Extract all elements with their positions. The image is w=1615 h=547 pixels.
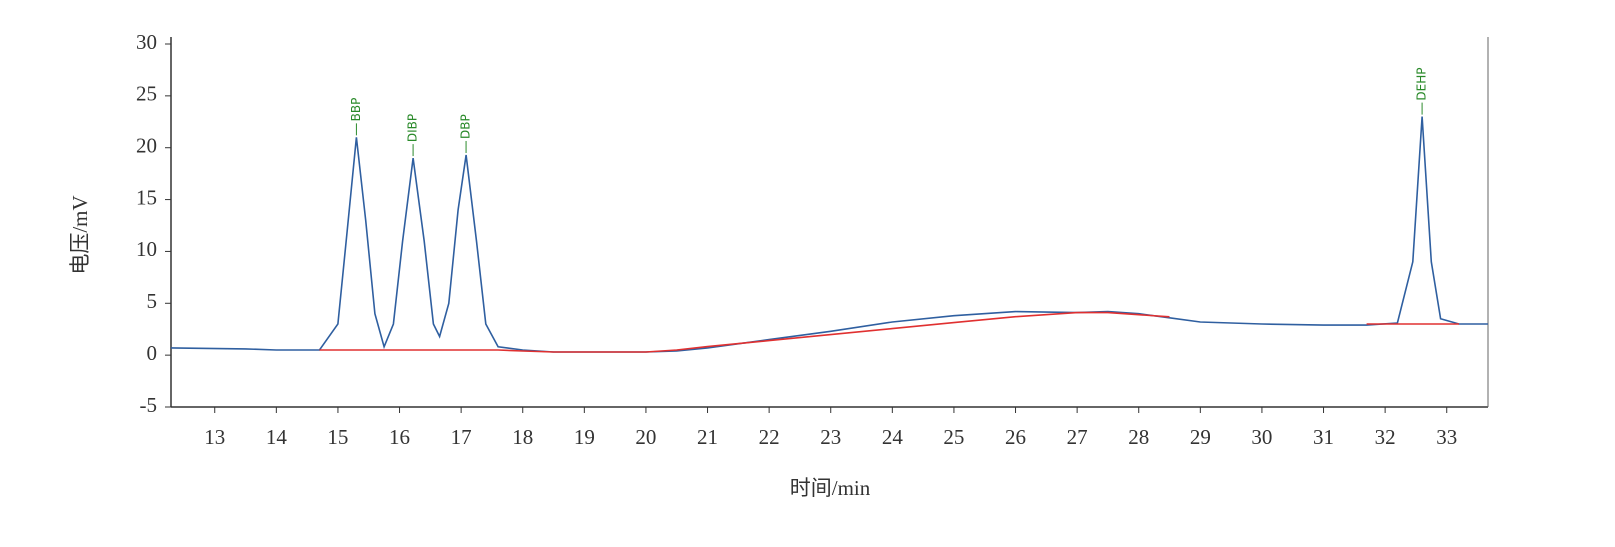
series-line: [170, 116, 1488, 353]
y-tick-label: 20: [136, 134, 157, 158]
x-tick-label: 15: [327, 425, 348, 449]
y-tick-label: 15: [136, 185, 157, 209]
x-tick-label: 25: [943, 425, 964, 449]
x-tick-label: 24: [882, 425, 904, 449]
y-tick-label: 0: [147, 341, 158, 365]
x-tick-label: 32: [1375, 425, 1396, 449]
series-line: [319, 311, 1459, 353]
x-tick-label: 30: [1251, 425, 1272, 449]
x-tick-label: 18: [512, 425, 533, 449]
x-tick-label: 26: [1005, 425, 1026, 449]
x-tick-label: 23: [820, 425, 841, 449]
x-tick-label: 31: [1313, 425, 1334, 449]
x-tick-label: 13: [204, 425, 225, 449]
peak-label: BBP: [349, 98, 363, 122]
peak-label: DIBP: [406, 114, 420, 142]
x-tick-label: 14: [266, 425, 288, 449]
y-axis-label: 电压/mV: [68, 195, 92, 274]
peak-label: DEHP: [1415, 68, 1429, 101]
x-tick-label: 17: [451, 425, 472, 449]
y-tick-label: 30: [136, 30, 157, 54]
x-axis-label: 时间/min: [790, 476, 871, 500]
y-tick-label: 5: [147, 289, 158, 313]
y-tick-label: -5: [140, 393, 158, 417]
x-tick-label: 20: [635, 425, 656, 449]
x-tick-label: 28: [1128, 425, 1149, 449]
x-tick-label: 19: [574, 425, 595, 449]
x-tick-label: 21: [697, 425, 718, 449]
x-tick-label: 33: [1436, 425, 1457, 449]
peak-label: DBP: [459, 114, 473, 139]
x-tick-label: 16: [389, 425, 410, 449]
y-tick-label: 10: [136, 237, 157, 261]
x-tick-label: 29: [1190, 425, 1211, 449]
x-tick-label: 22: [759, 425, 780, 449]
y-tick-label: 25: [136, 82, 157, 106]
x-tick-label: 27: [1067, 425, 1088, 449]
